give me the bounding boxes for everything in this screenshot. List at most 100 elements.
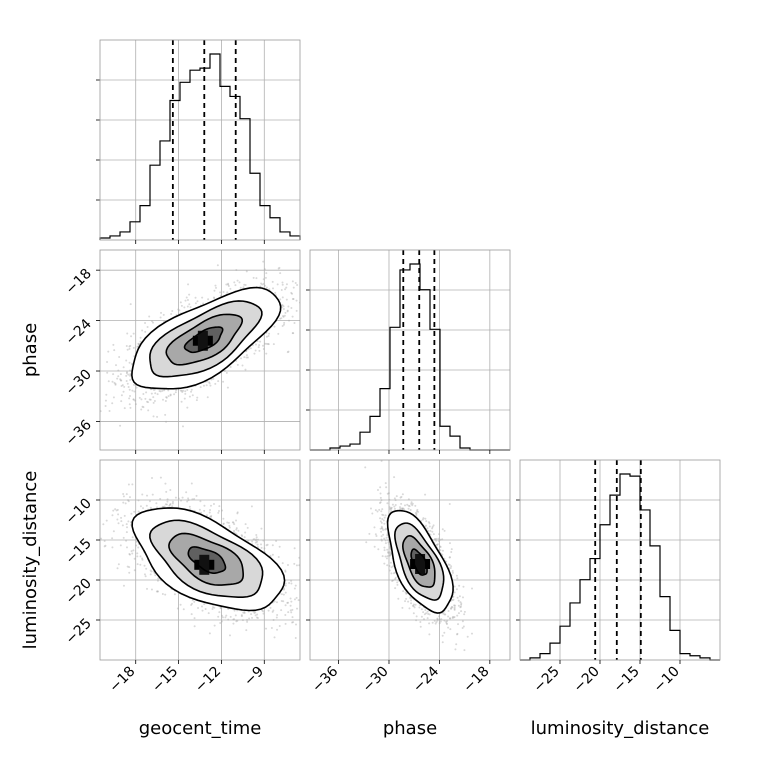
scatter-point [231, 521, 234, 524]
scatter-point [240, 615, 243, 618]
scatter-point [232, 622, 235, 625]
scatter-point [241, 535, 244, 538]
scatter-point [237, 529, 240, 532]
scatter-point [133, 390, 136, 393]
scatter-point [255, 538, 258, 541]
scatter-point [218, 611, 221, 614]
scatter-point [227, 285, 230, 288]
scatter-point [282, 315, 285, 318]
scatter-point [156, 415, 159, 418]
scatter-point [208, 382, 211, 385]
scatter-point [123, 514, 126, 517]
scatter-point [262, 612, 265, 615]
scatter-point [191, 394, 194, 397]
scatter-point [261, 283, 264, 286]
scatter-point [219, 622, 222, 625]
scatter-point [150, 588, 153, 591]
scatter-point [213, 297, 216, 300]
scatter-point [249, 347, 252, 350]
scatter-point [118, 355, 121, 358]
scatter-point [262, 278, 265, 281]
scatter-point [258, 349, 261, 352]
panel-frame [99, 249, 301, 451]
scatter-point [251, 540, 254, 543]
scatter-point [268, 332, 271, 335]
scatter-point [127, 499, 130, 502]
scatter-point [115, 509, 118, 512]
panel-frame [99, 39, 301, 241]
scatter-point [227, 283, 230, 286]
scatter-point [140, 408, 143, 411]
scatter-point [141, 558, 144, 561]
scatter-point [112, 343, 115, 346]
scatter-point [180, 499, 183, 502]
scatter-point [243, 610, 246, 613]
scatter-point [277, 555, 280, 558]
scatter-point [242, 611, 245, 614]
scatter-point [182, 608, 185, 611]
scatter-point [285, 283, 288, 286]
scatter-point [156, 590, 159, 593]
scatter-point [225, 614, 228, 617]
scatter-point [326, 304, 328, 306]
scatter-point [235, 528, 238, 531]
scatter-point [191, 498, 194, 501]
scatter-point [275, 540, 278, 543]
scatter-point [126, 565, 129, 568]
scatter-point [254, 349, 257, 352]
scatter-point [304, 308, 306, 310]
scatter-point [199, 386, 202, 389]
scatter-point [92, 364, 94, 366]
scatter-point [242, 286, 245, 289]
scatter-point [121, 384, 124, 387]
scatter-point [225, 283, 228, 286]
scatter-point [217, 380, 220, 383]
scatter-point [284, 622, 287, 625]
scatter-point [158, 390, 161, 393]
scatter-point [139, 340, 142, 343]
scatter-point [295, 564, 298, 567]
scatter-point [247, 539, 250, 542]
scatter-point [286, 564, 289, 567]
scatter-point [169, 393, 172, 396]
scatter-point [142, 507, 145, 510]
scatter-point [279, 317, 282, 320]
scatter-point [246, 526, 249, 529]
scatter-point [141, 557, 144, 560]
scatter-point [129, 372, 132, 375]
scatter-point [256, 616, 259, 619]
scatter-point [100, 537, 103, 540]
scatter-point [292, 286, 295, 289]
scatter-point [116, 567, 119, 570]
scatter-point [290, 611, 293, 614]
scatter-point [235, 269, 238, 272]
scatter-point [280, 600, 283, 603]
scatter-point [294, 281, 297, 284]
scatter-point [228, 526, 231, 529]
scatter-point [241, 619, 244, 622]
scatter-point [169, 394, 172, 397]
scatter-point [135, 544, 138, 547]
scatter-point [286, 310, 289, 313]
scatter-point [120, 394, 123, 397]
scatter-point [173, 393, 176, 396]
scatter-point [305, 310, 307, 312]
scatter-point [293, 562, 296, 565]
scatter-point [125, 345, 128, 348]
scatter-point [151, 493, 154, 496]
scatter-point [145, 504, 148, 507]
scatter-point [281, 281, 284, 284]
scatter-point [106, 371, 109, 374]
scatter-point [200, 605, 203, 608]
scatter-point [117, 563, 120, 566]
scatter-point [266, 543, 269, 546]
scatter-point [78, 354, 80, 356]
scatter-point [222, 291, 225, 294]
scatter-point [115, 364, 118, 367]
scatter-point [108, 410, 111, 413]
scatter-point [171, 505, 174, 508]
scatter-point [136, 555, 139, 558]
scatter-point [137, 499, 140, 502]
scatter-point [179, 301, 182, 304]
scatter-point [148, 315, 151, 318]
